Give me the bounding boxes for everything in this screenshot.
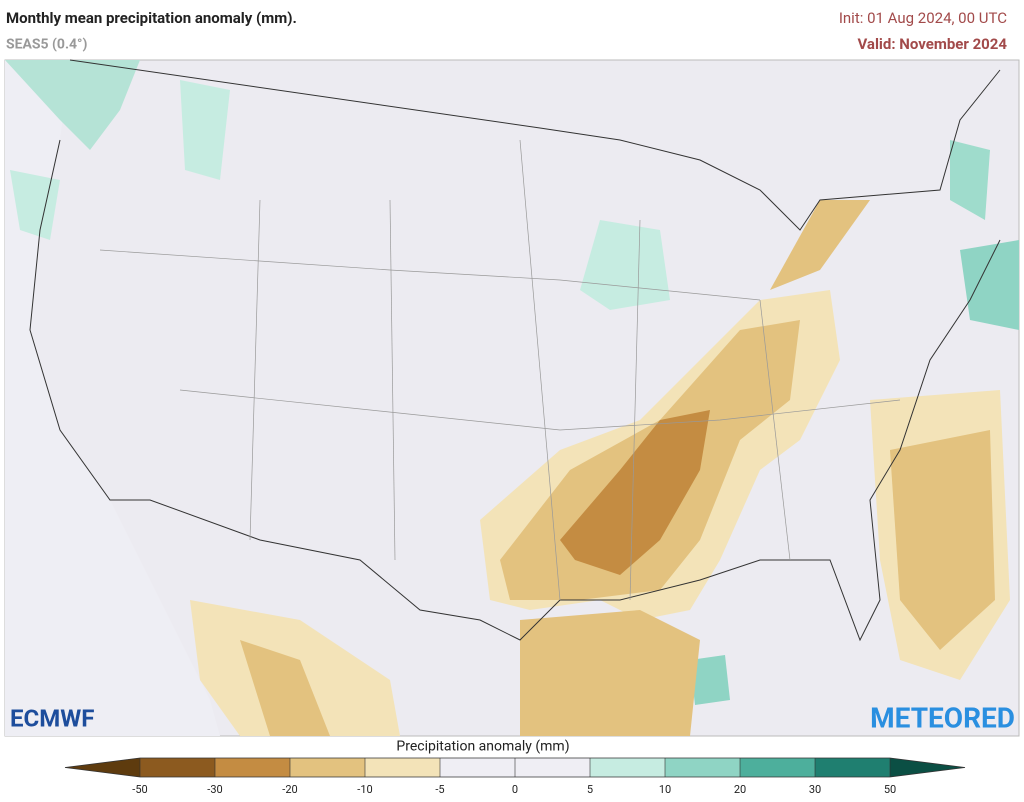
colorbar-tick-label: 30 bbox=[809, 783, 821, 796]
colorbar-tick-label: -10 bbox=[357, 783, 372, 796]
colorbar-tick-label: 0 bbox=[512, 783, 518, 796]
colorbar-extend bbox=[65, 758, 140, 777]
colorbar-label: Precipitation anomaly (mm) bbox=[396, 739, 569, 755]
colorbar-bin bbox=[590, 758, 665, 777]
colorbar-bin bbox=[440, 758, 515, 777]
colorbar-tick-label: 50 bbox=[884, 783, 896, 796]
colorbar-bin bbox=[140, 758, 215, 777]
colorbar-tick-label: 5 bbox=[587, 783, 593, 796]
colorbar-tick-label: -20 bbox=[282, 783, 297, 796]
colorbar-bin bbox=[365, 758, 440, 777]
ecmwf-logo: ECMWF bbox=[10, 704, 94, 732]
colorbar-bin bbox=[515, 758, 590, 777]
title: Monthly mean precipitation anomaly (mm). bbox=[6, 9, 297, 27]
map: ECMWF METEORED bbox=[4, 59, 1020, 737]
colorbar-bin bbox=[665, 758, 740, 777]
colorbar-tick-label: -50 bbox=[132, 783, 147, 796]
colorbar-tick-label: 10 bbox=[659, 783, 671, 796]
colorbar-bin bbox=[815, 758, 890, 777]
colorbar-tick-label: 20 bbox=[734, 783, 746, 796]
colorbar-tick-label: -5 bbox=[435, 783, 444, 796]
colorbar-bin bbox=[215, 758, 290, 777]
subtitle: SEAS5 (0.4°) bbox=[6, 37, 88, 53]
colorbar-bin bbox=[740, 758, 815, 777]
valid-date: Valid: November 2024 bbox=[857, 35, 1007, 53]
colorbar-extend bbox=[890, 758, 965, 777]
colorbar-tick-label: -30 bbox=[207, 783, 222, 796]
init-date: Init: 01 Aug 2024, 00 UTC bbox=[839, 9, 1007, 27]
colorbar: -50 -30 -20 -10 -5 0 5 10 20 30 50 bbox=[64, 757, 966, 796]
colorbar-bin bbox=[290, 758, 365, 777]
meteored-logo: METEORED bbox=[870, 701, 1015, 734]
